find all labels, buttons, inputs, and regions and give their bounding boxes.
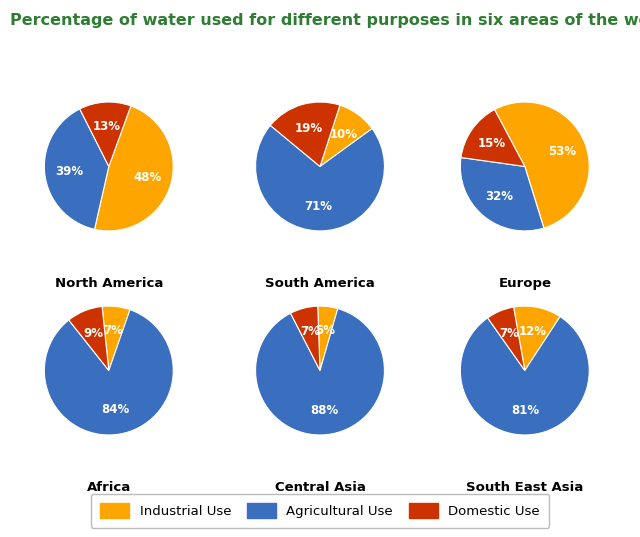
Wedge shape (255, 126, 385, 231)
Wedge shape (460, 317, 589, 435)
Wedge shape (317, 306, 338, 371)
Wedge shape (495, 102, 589, 228)
Text: 32%: 32% (485, 191, 513, 204)
Legend: Industrial Use, Agricultural Use, Domestic Use: Industrial Use, Agricultural Use, Domest… (91, 494, 549, 528)
Text: 10%: 10% (330, 128, 358, 141)
Wedge shape (460, 157, 544, 231)
Wedge shape (255, 309, 385, 435)
Text: North America: North America (54, 277, 163, 289)
Wedge shape (270, 102, 340, 166)
Text: 19%: 19% (295, 121, 323, 135)
Text: 7%: 7% (104, 324, 124, 337)
Text: Percentage of water used for different purposes in six areas of the world.: Percentage of water used for different p… (10, 13, 640, 28)
Text: 13%: 13% (92, 120, 120, 133)
Wedge shape (102, 306, 130, 371)
Wedge shape (291, 306, 320, 371)
Wedge shape (44, 109, 109, 229)
Wedge shape (80, 102, 131, 166)
Wedge shape (514, 306, 560, 371)
Text: Europe: Europe (499, 277, 551, 289)
Text: 53%: 53% (548, 144, 576, 158)
Wedge shape (44, 310, 173, 435)
Text: 9%: 9% (84, 327, 104, 340)
Wedge shape (461, 110, 525, 166)
Text: 81%: 81% (511, 404, 540, 417)
Text: 7%: 7% (300, 325, 320, 338)
Wedge shape (68, 307, 109, 371)
Text: 48%: 48% (133, 171, 161, 184)
Text: Africa: Africa (86, 481, 131, 494)
Text: 88%: 88% (310, 404, 338, 417)
Wedge shape (488, 307, 525, 371)
Text: 12%: 12% (519, 325, 547, 338)
Text: 39%: 39% (55, 165, 83, 178)
Text: 5%: 5% (315, 324, 335, 337)
Text: 15%: 15% (478, 137, 506, 150)
Text: 84%: 84% (101, 403, 129, 416)
Text: Central Asia: Central Asia (275, 481, 365, 494)
Wedge shape (320, 105, 372, 166)
Text: South America: South America (265, 277, 375, 289)
Text: 71%: 71% (305, 200, 333, 213)
Wedge shape (95, 106, 173, 231)
Text: South East Asia: South East Asia (466, 481, 584, 494)
Text: 7%: 7% (499, 327, 520, 340)
